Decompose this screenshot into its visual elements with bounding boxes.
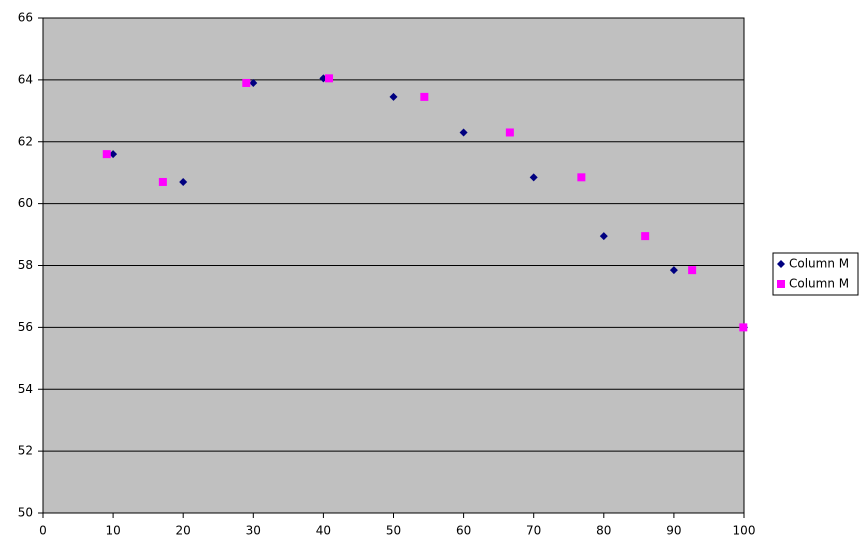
y-tick-label: 58 <box>18 258 33 272</box>
x-tick-label: 0 <box>39 524 47 538</box>
point <box>249 78 258 87</box>
legend-label: Column M <box>789 257 849 271</box>
point <box>505 128 514 137</box>
y-tick-label: 50 <box>18 506 33 520</box>
y-tick-label: 64 <box>18 72 33 86</box>
y-tick-label: 56 <box>18 320 33 334</box>
point <box>641 232 650 241</box>
legend <box>772 252 859 296</box>
x-tick-label: 70 <box>526 524 541 538</box>
point <box>242 78 251 87</box>
x-tick-label: 100 <box>733 524 756 538</box>
point <box>325 74 334 83</box>
point <box>599 232 608 241</box>
x-tick-label: 80 <box>596 524 611 538</box>
legend-marker <box>777 260 785 268</box>
x-tick-label: 40 <box>316 524 331 538</box>
point <box>389 92 398 101</box>
x-tick-label: 60 <box>456 524 471 538</box>
y-tick-label: 62 <box>18 134 33 148</box>
legend-marker <box>777 280 785 288</box>
point <box>158 177 167 186</box>
point <box>688 266 697 275</box>
y-tick-label: 54 <box>18 382 33 396</box>
x-tick-label: 50 <box>386 524 401 538</box>
y-tick-label: 66 <box>18 11 33 25</box>
x-tick-label: 90 <box>666 524 681 538</box>
point <box>577 173 586 182</box>
point <box>669 266 678 275</box>
point <box>420 92 429 101</box>
legend-label: Column M <box>789 277 849 291</box>
point <box>739 323 748 332</box>
point <box>529 173 538 182</box>
x-tick-label: 20 <box>176 524 191 538</box>
point <box>102 150 111 159</box>
y-tick-label: 60 <box>18 196 33 210</box>
point <box>179 177 188 186</box>
point <box>459 128 468 137</box>
x-tick-label: 30 <box>246 524 261 538</box>
y-tick-label: 52 <box>18 444 33 458</box>
point <box>109 150 118 159</box>
x-tick-label: 10 <box>105 524 120 538</box>
